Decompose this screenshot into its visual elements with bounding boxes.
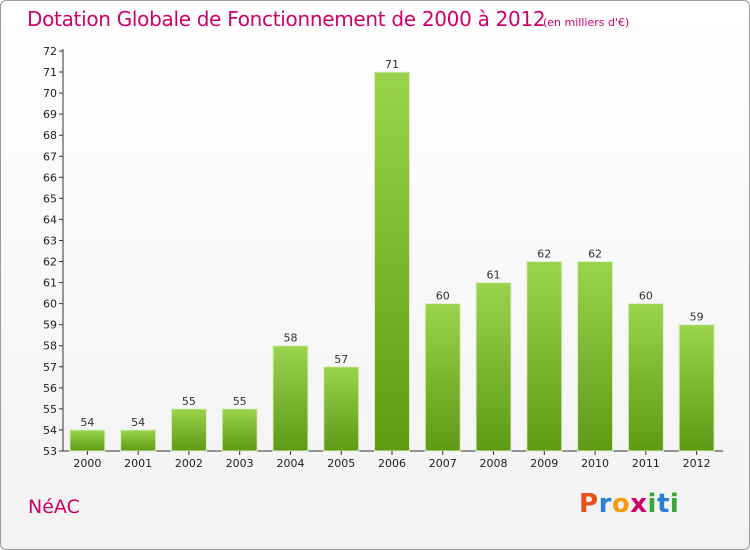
data-label-2007: 60 — [436, 290, 450, 303]
bar-2004 — [272, 345, 309, 452]
y-tick-label: 70 — [43, 87, 57, 100]
x-tick-label-2003: 2003 — [226, 457, 254, 470]
bar-2010 — [577, 261, 614, 452]
x-tick-label-2005: 2005 — [327, 457, 355, 470]
bar-2003 — [221, 408, 258, 452]
y-tick-label: 67 — [43, 150, 57, 163]
chart-subtitle: (en milliers d'€) — [543, 16, 630, 29]
logo-letter: i — [647, 489, 657, 519]
data-label-2010: 62 — [588, 248, 602, 261]
bar-2007 — [424, 303, 461, 452]
bar-2006 — [374, 71, 410, 452]
x-tick-label-2006: 2006 — [378, 457, 406, 470]
data-label-2003: 55 — [233, 395, 247, 408]
y-tick-label: 59 — [43, 319, 57, 332]
logo-letter: r — [598, 489, 612, 519]
y-tick-label: 53 — [43, 445, 57, 458]
y-tick-label: 55 — [43, 403, 57, 416]
data-label-2005: 57 — [334, 353, 348, 366]
y-tick-label: 72 — [43, 45, 57, 58]
y-tick-label: 58 — [43, 340, 57, 353]
x-tick-label-2007: 2007 — [429, 457, 457, 470]
logo-letter: P — [579, 489, 599, 519]
logo-letter: t — [656, 489, 670, 519]
y-tick-label: 68 — [43, 129, 57, 142]
bar-2012 — [678, 324, 715, 452]
data-label-2012: 59 — [690, 311, 704, 324]
x-tick-label-2010: 2010 — [581, 457, 609, 470]
bar-2002 — [170, 408, 207, 452]
y-tick-label: 62 — [43, 256, 57, 269]
x-tick-label-2011: 2011 — [632, 457, 660, 470]
bar-2009 — [526, 261, 563, 452]
bar-2001 — [120, 429, 157, 452]
proxiti-logo: Proxiti — [579, 489, 679, 519]
data-label-2009: 62 — [537, 248, 551, 261]
bar-2008 — [475, 282, 512, 452]
logo-letter: o — [611, 489, 631, 519]
y-tick-label: 57 — [43, 361, 57, 374]
x-tick-label-2001: 2001 — [124, 457, 152, 470]
y-tick-label: 54 — [43, 424, 57, 437]
data-label-2006: 71 — [385, 58, 399, 71]
bar-2011 — [627, 303, 664, 452]
data-label-2004: 58 — [283, 332, 297, 345]
logo-letter: i — [669, 489, 680, 519]
y-tick-label: 65 — [43, 192, 57, 205]
y-tick-label: 69 — [43, 108, 57, 121]
y-tick-label: 56 — [43, 382, 57, 395]
y-tick-label: 66 — [43, 171, 57, 184]
bar-2005 — [323, 366, 360, 452]
data-label-2008: 61 — [487, 269, 501, 282]
logo-letter: x — [630, 489, 648, 519]
y-tick-label: 64 — [43, 213, 57, 226]
x-tick-label-2012: 2012 — [683, 457, 711, 470]
data-label-2011: 60 — [639, 290, 653, 303]
chart-title: Dotation Globale de Fonctionnement de 20… — [27, 7, 546, 31]
y-tick-label: 63 — [43, 234, 57, 247]
data-label-2000: 54 — [80, 416, 94, 429]
y-tick-label: 71 — [43, 66, 57, 79]
x-tick-label-2009: 2009 — [530, 457, 558, 470]
commune-name: NéAC — [28, 496, 80, 518]
x-tick-label-2008: 2008 — [480, 457, 508, 470]
x-tick-label-2002: 2002 — [175, 457, 203, 470]
data-label-2002: 55 — [182, 395, 196, 408]
y-tick-label: 61 — [43, 277, 57, 290]
x-tick-label-2000: 2000 — [73, 457, 101, 470]
bar-2000 — [69, 429, 106, 452]
x-tick-label-2004: 2004 — [276, 457, 304, 470]
data-label-2001: 54 — [131, 416, 145, 429]
y-tick-label: 60 — [43, 298, 57, 311]
